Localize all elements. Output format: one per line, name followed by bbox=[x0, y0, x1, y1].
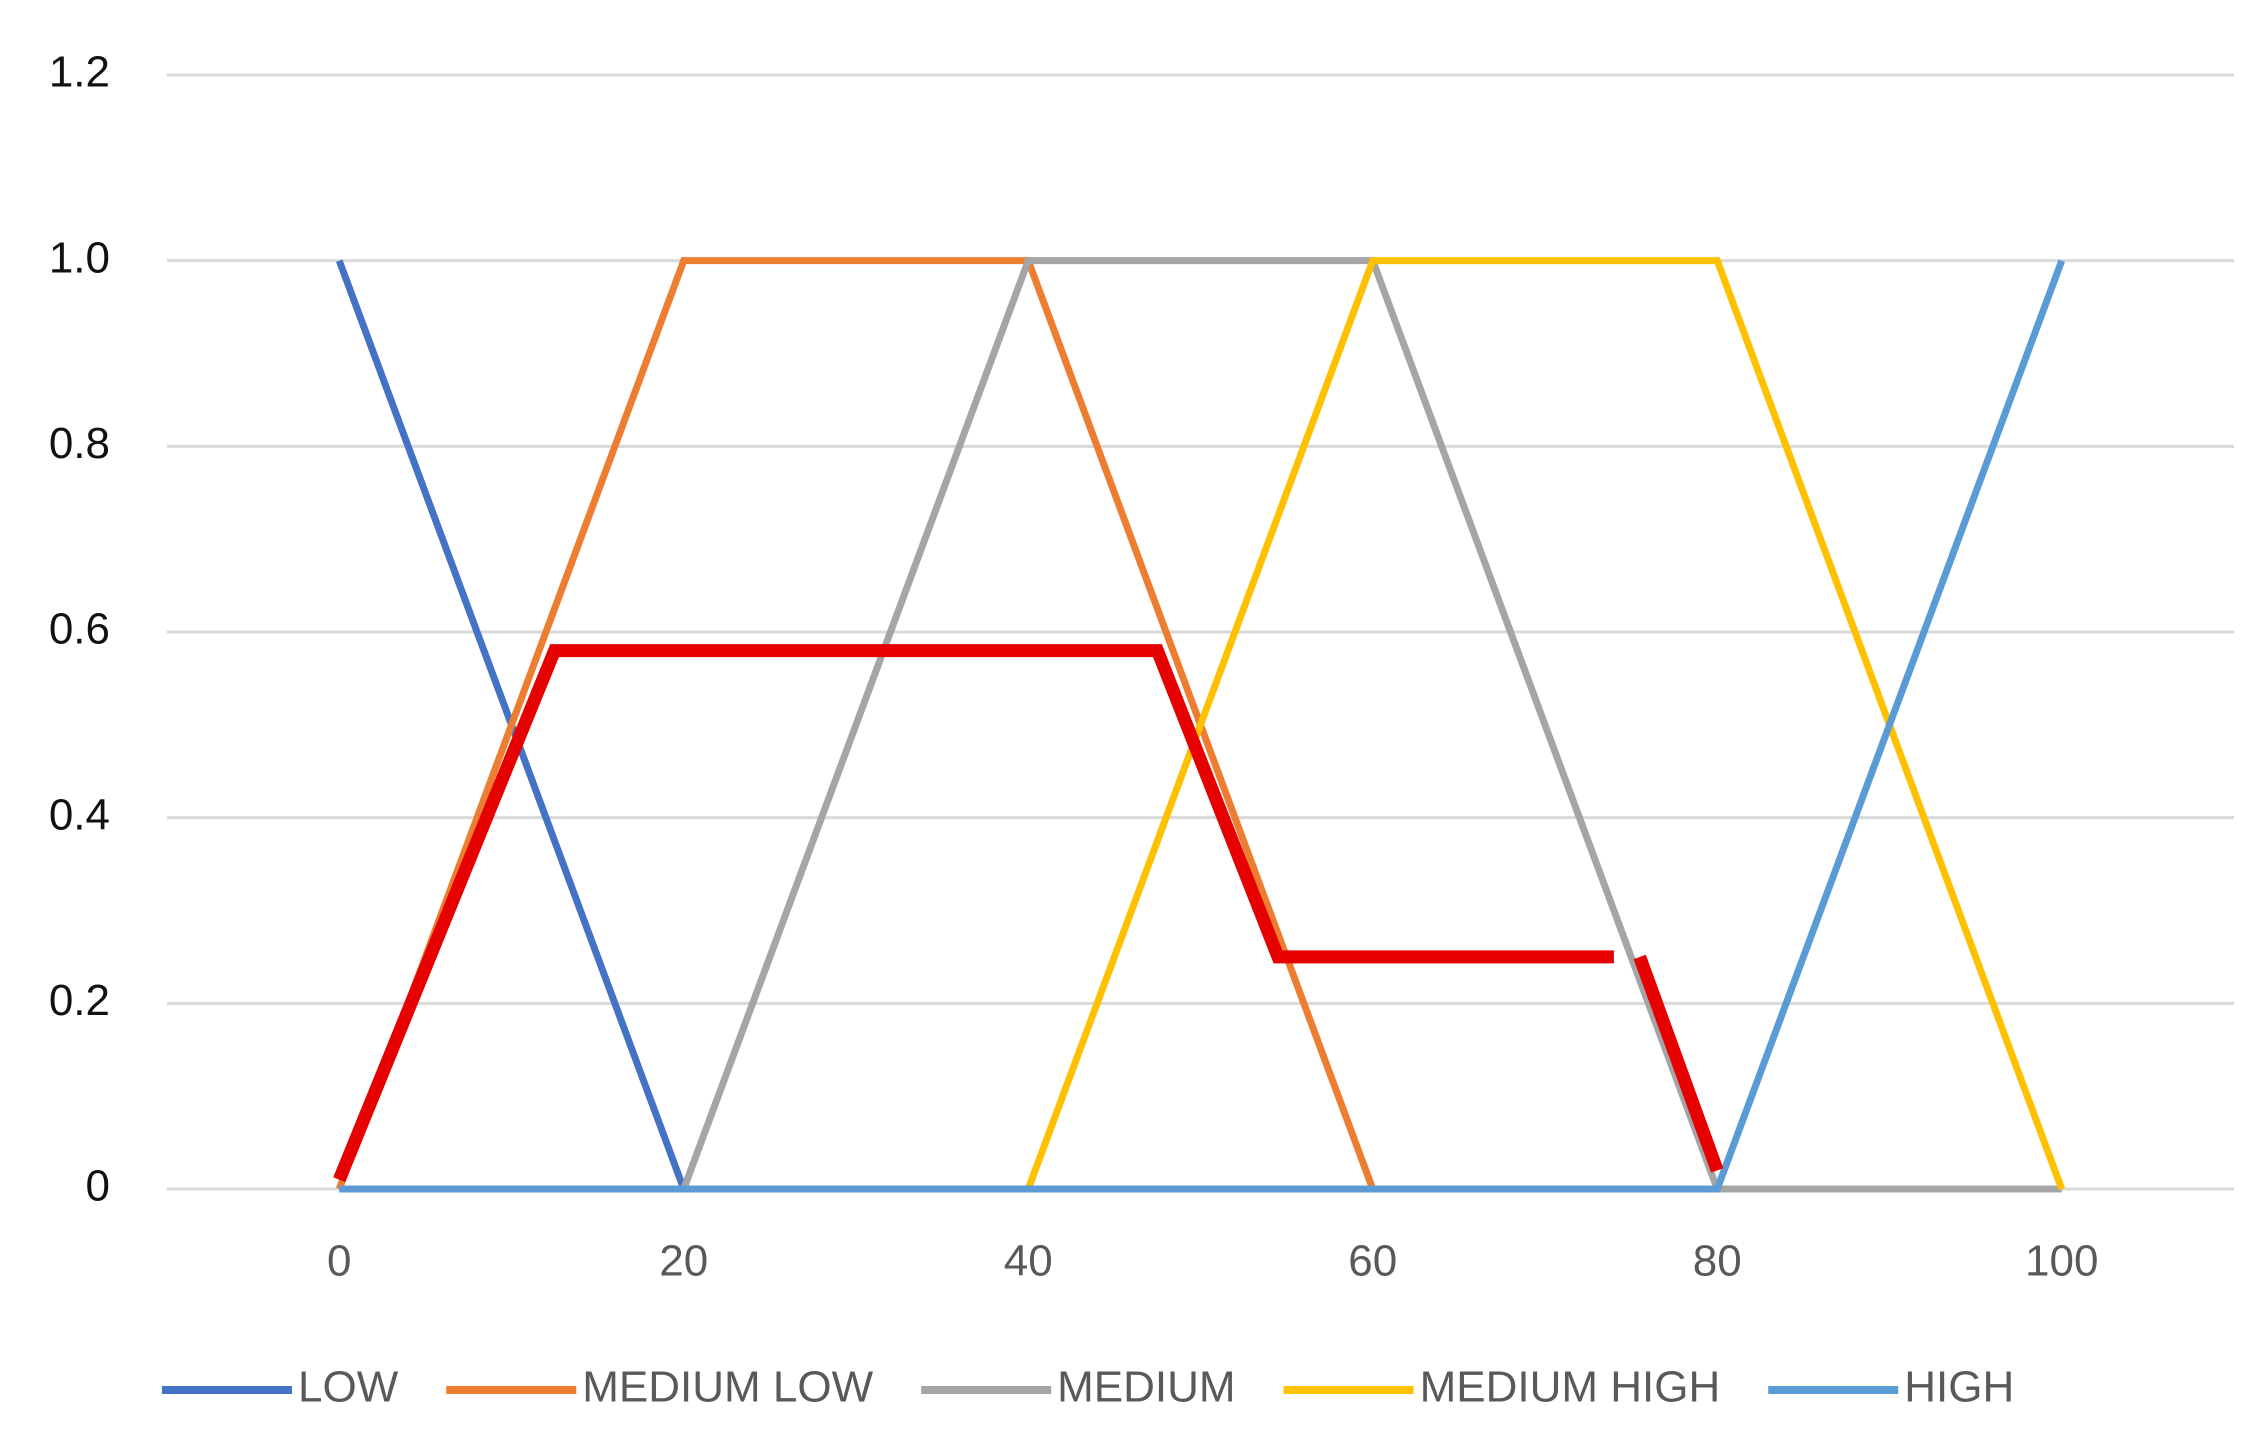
x-tick-label: 80 bbox=[1693, 1237, 1742, 1286]
y-tick-label: 0.2 bbox=[49, 976, 110, 1025]
y-tick-label: 0.4 bbox=[49, 790, 110, 839]
y-tick-label: 1.2 bbox=[49, 48, 110, 97]
y-tick-label: 0.6 bbox=[49, 605, 110, 654]
x-tick-label: 60 bbox=[1348, 1237, 1397, 1286]
y-tick-label: 0.8 bbox=[49, 419, 110, 468]
series-line bbox=[333, 644, 1724, 1183]
legend-label: MEDIUM LOW bbox=[582, 1363, 873, 1412]
series-line bbox=[339, 259, 2066, 1193]
y-tick-label: 1.0 bbox=[49, 233, 110, 282]
legend-label: LOW bbox=[298, 1363, 399, 1412]
x-tick-label: 100 bbox=[2025, 1237, 2098, 1286]
legend-label: MEDIUM HIGH bbox=[1420, 1363, 1721, 1412]
legend-label: HIGH bbox=[1904, 1363, 2014, 1412]
x-tick-label: 20 bbox=[659, 1237, 708, 1286]
y-tick-label: 0 bbox=[86, 1162, 110, 1211]
x-tick-label: 0 bbox=[327, 1237, 351, 1286]
legend-label: MEDIUM bbox=[1057, 1363, 1235, 1412]
x-tick-label: 40 bbox=[1004, 1237, 1053, 1286]
